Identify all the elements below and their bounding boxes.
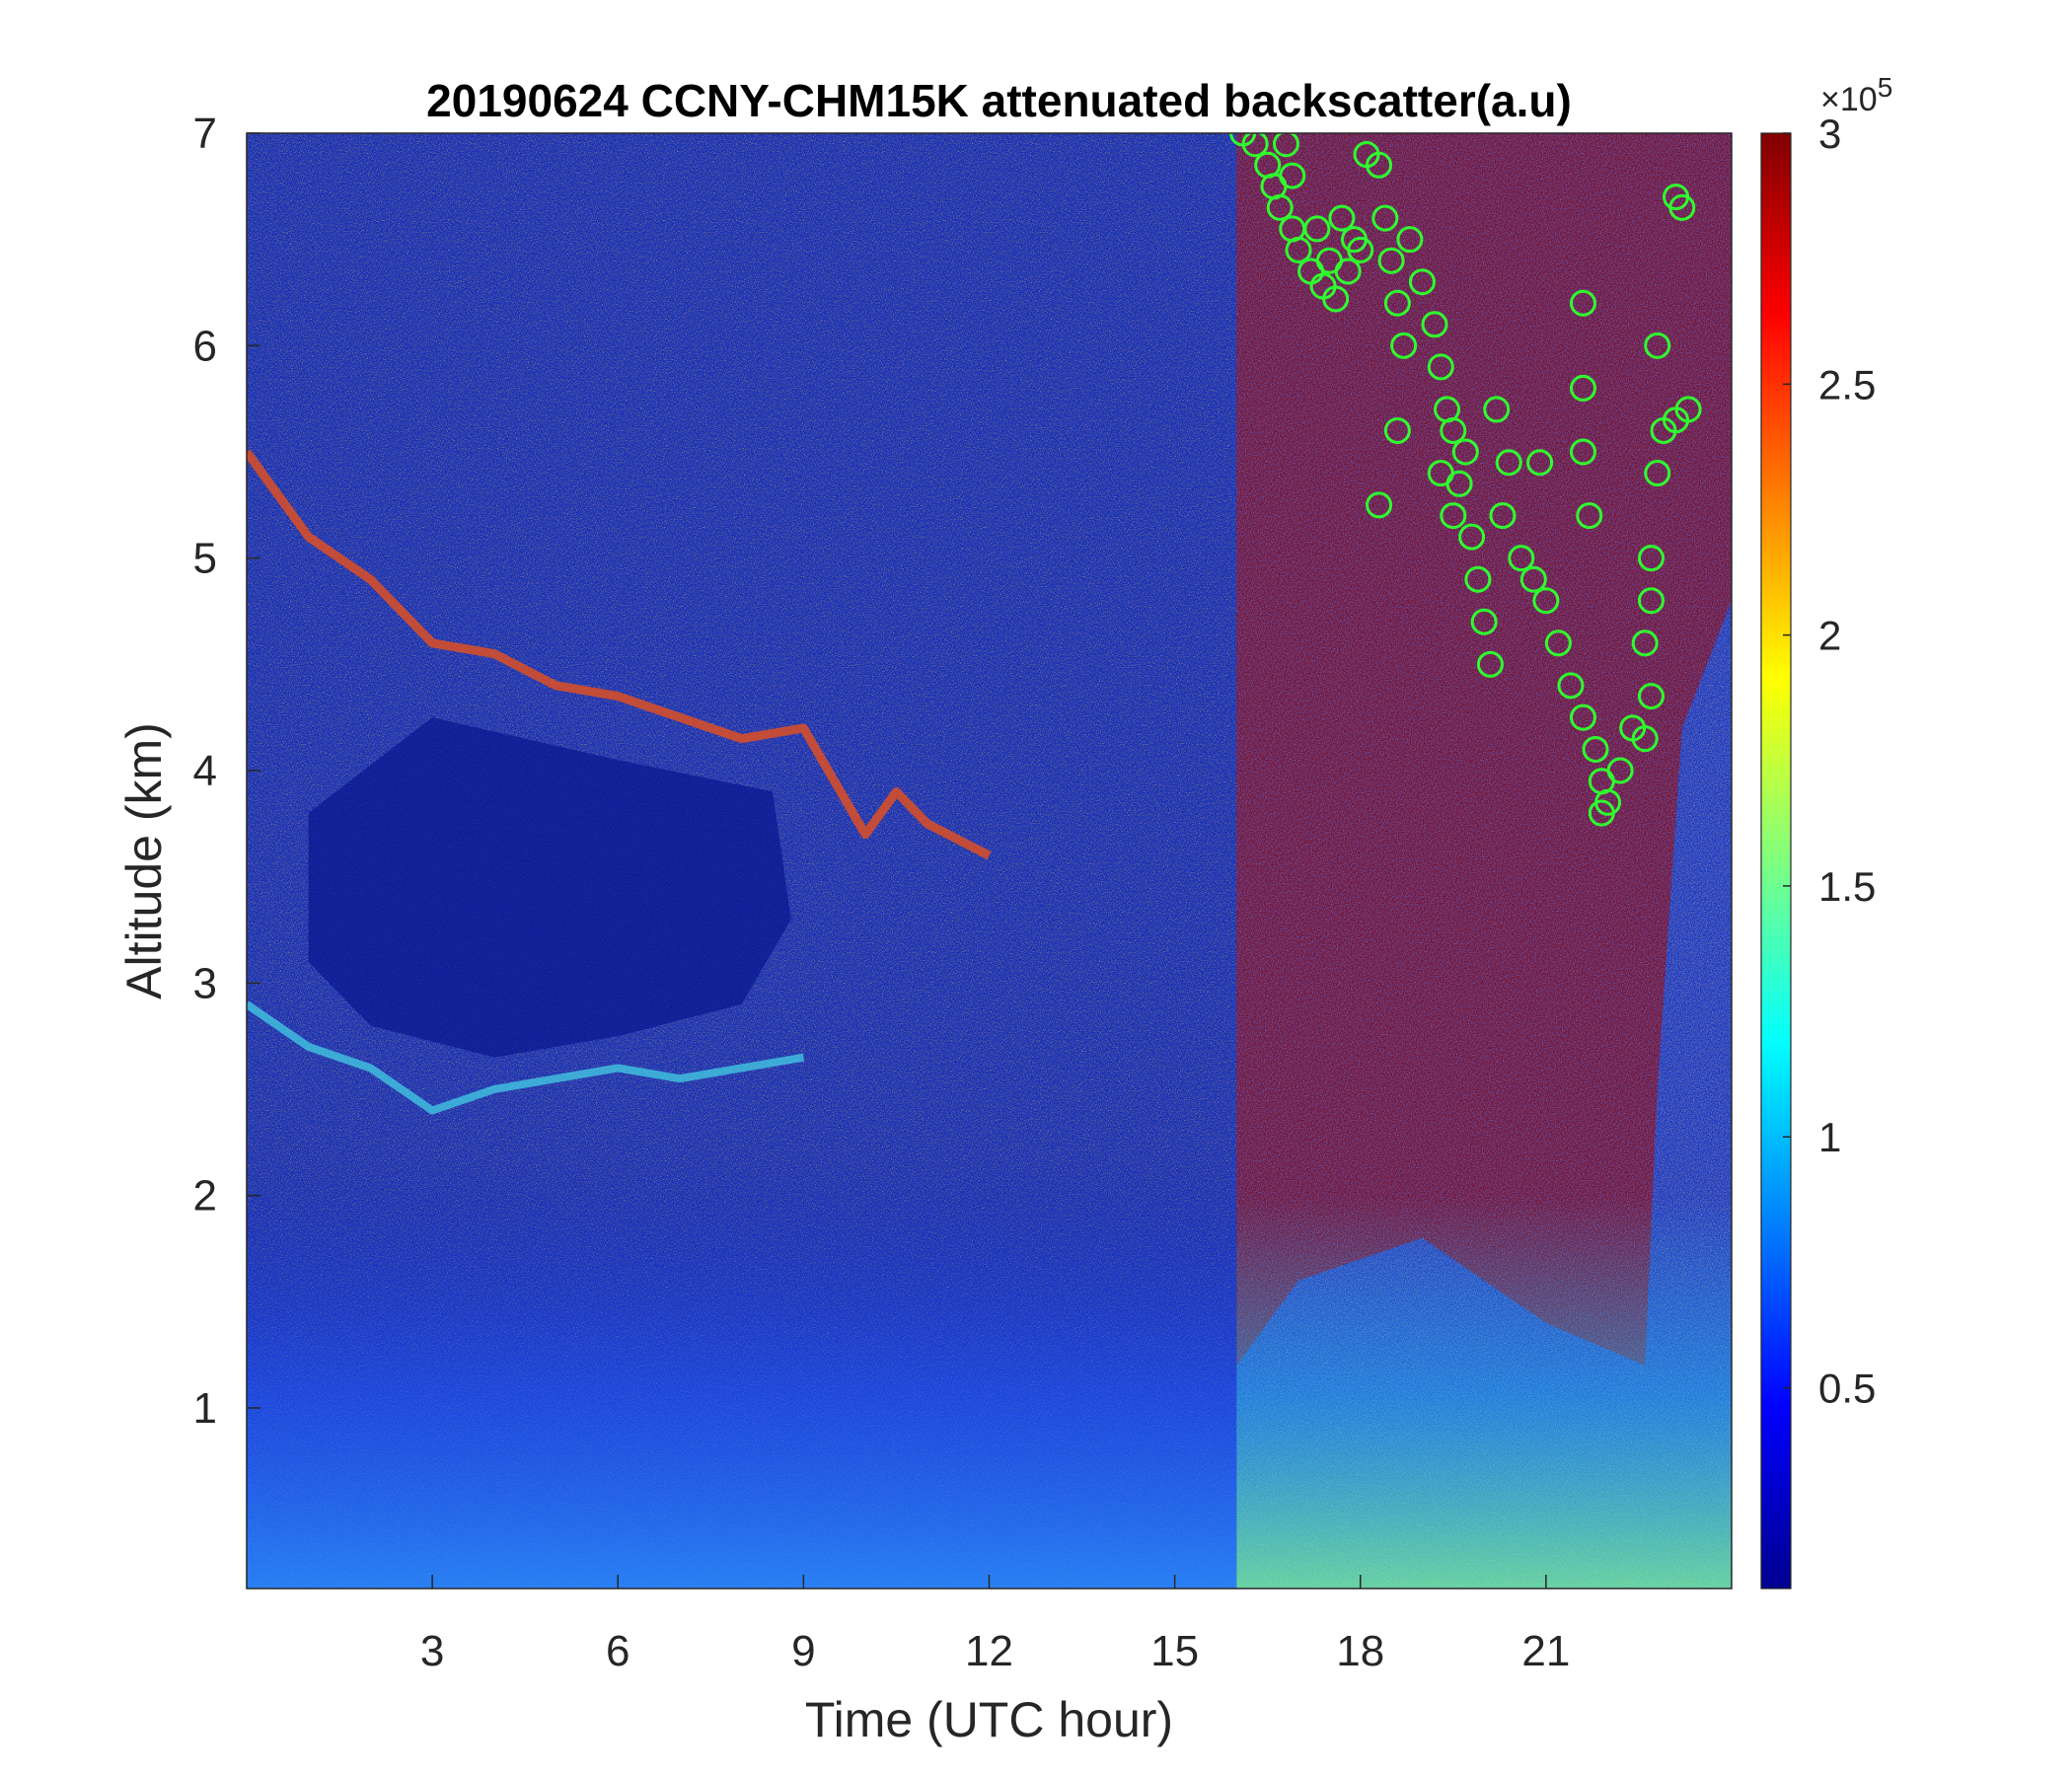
colorbar-tick-label: 2.5 xyxy=(1818,361,1876,407)
cloud-base-point xyxy=(1476,650,1504,678)
cloud-base-point xyxy=(1508,545,1535,572)
cloud-base-point xyxy=(1396,226,1424,254)
x-tick-label: 9 xyxy=(791,1627,815,1675)
y-tick-label: 5 xyxy=(193,535,217,583)
cloud-base-point xyxy=(1495,449,1522,477)
cloud-base-point xyxy=(1674,396,1702,423)
cloud-base-point xyxy=(1371,204,1399,232)
cloud-base-point xyxy=(1383,416,1411,444)
cloud-base-point xyxy=(1421,311,1448,338)
cloud-base-point xyxy=(1445,470,1473,497)
cloud-base-point xyxy=(1451,438,1479,466)
y-axis-ticks: 1 2 3 4 5 6 7 xyxy=(193,110,260,1433)
cloud-base-point xyxy=(1440,416,1467,444)
x-tick-label: 6 xyxy=(606,1627,629,1675)
cloud-base-point xyxy=(1532,587,1560,615)
y-tick-label: 2 xyxy=(193,1172,217,1221)
cloud-base-point xyxy=(1644,460,1671,487)
cloud-base-point xyxy=(1544,629,1572,657)
cloud-base-point xyxy=(1637,545,1665,572)
y-tick-label: 1 xyxy=(193,1384,217,1433)
cloud-base-point xyxy=(1576,502,1603,530)
x-tick-label: 18 xyxy=(1336,1627,1384,1675)
cloud-base-point xyxy=(1637,587,1665,615)
colorbar-tick-label: 1 xyxy=(1818,1114,1841,1160)
cloud-base-point xyxy=(1483,396,1511,423)
cloud-base-point xyxy=(1637,683,1665,710)
cloud-base-point xyxy=(1526,449,1554,477)
aerosol-layer-top-line xyxy=(247,449,992,860)
cloud-base-point xyxy=(1631,629,1659,657)
y-tick-label: 6 xyxy=(193,322,217,370)
y-tick-label: 3 xyxy=(193,959,217,1007)
cloud-base-point xyxy=(1470,608,1498,635)
cloud-base-point xyxy=(1241,133,1269,158)
afternoon-boundary-layer xyxy=(1236,1195,1732,1589)
cloud-base-point xyxy=(1644,332,1671,359)
cloud-base-point xyxy=(1464,565,1492,593)
cloud-base-markers xyxy=(1229,133,1702,827)
cloud-base-point xyxy=(1588,799,1615,827)
cloud-base-point xyxy=(1266,193,1294,221)
cloud-base-point xyxy=(1631,725,1659,753)
y-tick-label: 7 xyxy=(193,110,217,158)
x-tick-label: 15 xyxy=(1150,1627,1199,1675)
cloud-base-point xyxy=(1606,757,1634,784)
cloud-base-point xyxy=(1366,151,1393,179)
chart-title: 20190624 CCNY-CHM15K attenuated backscat… xyxy=(426,75,1572,126)
colorbar-multiplier: ×105 xyxy=(1820,72,1892,118)
cloud-base-point xyxy=(1458,523,1486,551)
colorbar-gradient xyxy=(1760,132,1792,1590)
plot-area xyxy=(247,133,1732,1589)
colorbar: 0.5 1 1.5 2 2.5 3 ×105 xyxy=(1760,72,1892,1590)
colorbar-tick-label: 3 xyxy=(1818,111,1841,157)
cloud-base-point xyxy=(1377,247,1405,274)
cloud-base-point xyxy=(1570,374,1596,402)
cloud-base-point xyxy=(1315,247,1343,274)
cloud-base-point xyxy=(1383,289,1411,317)
colorbar-ticks: 0.5 1 1.5 2 2.5 3 xyxy=(1783,111,1876,1412)
cloud-base-point xyxy=(1273,133,1299,158)
cloud-base-point xyxy=(1557,672,1585,700)
cloud-base-point xyxy=(1285,236,1312,263)
cloud-base-point xyxy=(1570,703,1596,731)
x-axis-ticks: 3 6 9 12 15 18 21 xyxy=(420,1575,1570,1675)
x-axis-label: Time (UTC hour) xyxy=(805,1692,1173,1747)
cloud-base-point xyxy=(1303,215,1331,243)
y-tick-label: 4 xyxy=(193,747,217,795)
cloud-base-point xyxy=(1366,491,1393,519)
y-axis-label: Altitude (km) xyxy=(116,722,172,999)
boundary-layer-band xyxy=(247,1152,1237,1589)
cloud-base-point xyxy=(1408,268,1436,296)
x-tick-label: 3 xyxy=(420,1627,444,1675)
cloud-base-point xyxy=(1519,565,1547,593)
cloud-base-point xyxy=(1279,162,1306,189)
colorbar-tick-label: 2 xyxy=(1818,613,1841,659)
clean-air-pocket xyxy=(308,717,791,1058)
cloud-base-point xyxy=(1427,353,1454,381)
lower-layer-edge-line xyxy=(247,1000,805,1115)
cloud-base-point xyxy=(1489,502,1517,530)
cloud-base-point xyxy=(1440,502,1467,530)
x-tick-label: 21 xyxy=(1521,1627,1570,1675)
cloud-base-point xyxy=(1322,285,1350,313)
x-tick-label: 12 xyxy=(965,1627,1013,1675)
colorbar-tick-label: 0.5 xyxy=(1818,1366,1876,1412)
cloud-base-point xyxy=(1390,332,1418,359)
cloud-base-point xyxy=(1570,438,1596,466)
colorbar-tick-label: 1.5 xyxy=(1818,863,1876,910)
cloud-base-point xyxy=(1340,226,1368,254)
cloud-base-point xyxy=(1328,204,1356,232)
cloud-base-point xyxy=(1570,289,1596,317)
cloud-base-point xyxy=(1668,193,1696,221)
cloud-base-point xyxy=(1582,735,1609,763)
